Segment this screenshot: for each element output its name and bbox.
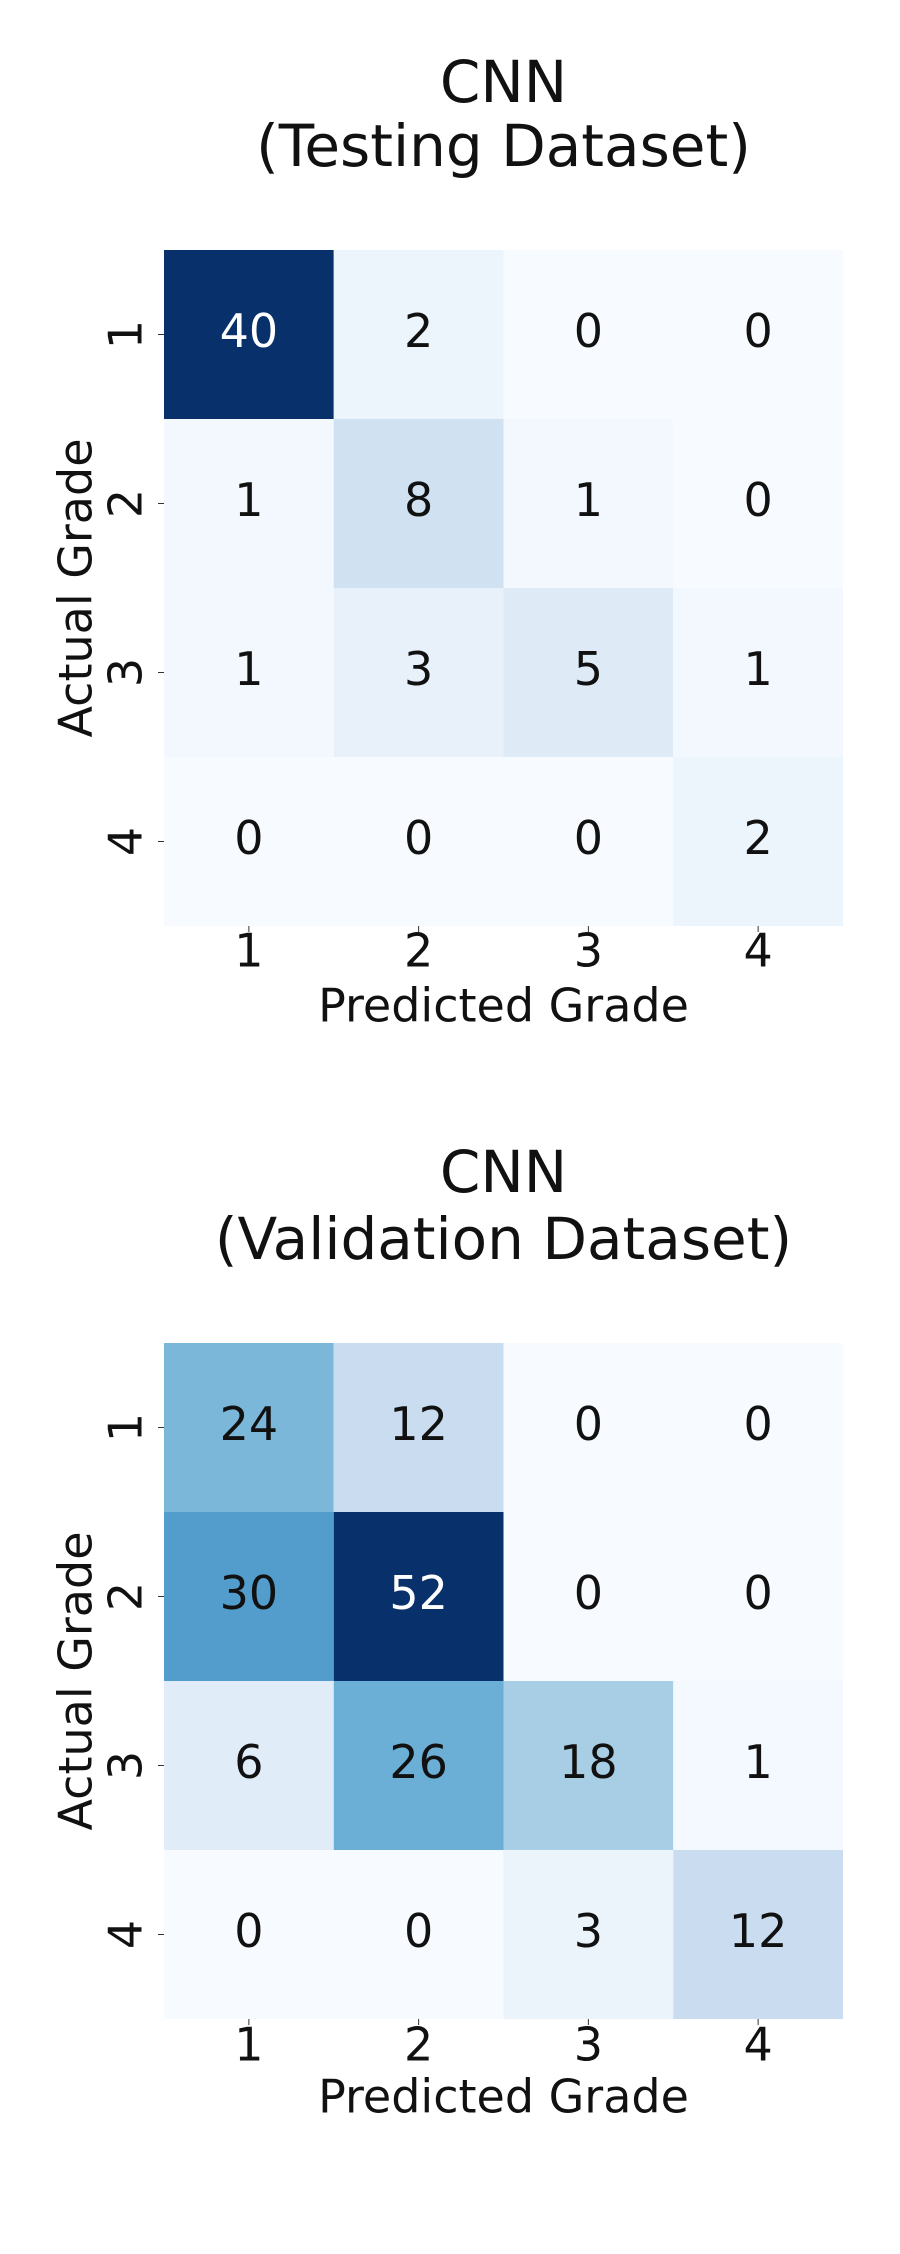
cell-label: 0 — [574, 1566, 603, 1620]
cell-label: 0 — [743, 1397, 772, 1451]
heatmap-cell — [503, 250, 674, 419]
heatmap-cell — [503, 757, 674, 926]
heatmap-cell — [503, 1512, 674, 1681]
heatmap-cell — [673, 588, 843, 757]
x-tick-label: 1 — [234, 2018, 263, 2072]
cell-label: 0 — [574, 1397, 603, 1451]
chart-title: CNN — [440, 48, 567, 116]
heatmap-cell — [333, 1343, 504, 1512]
heatmap-cell — [164, 1850, 334, 2019]
cell-label: 6 — [234, 1735, 263, 1789]
cell-label: 3 — [404, 642, 433, 696]
y-tick-label: 3 — [99, 658, 153, 687]
heatmap-cell — [333, 419, 504, 588]
cell-label: 0 — [404, 1904, 433, 1958]
cell-label: 1 — [234, 642, 263, 696]
cell-label: 0 — [743, 473, 772, 527]
chart-subtitle: (Testing Dataset) — [256, 112, 751, 180]
heatmap-cell — [164, 250, 334, 419]
x-tick-label: 3 — [574, 924, 603, 978]
cell-label: 1 — [234, 473, 263, 527]
heatmap: CNN(Validation Dataset)24 12 0 030 52 0 06 26 18… — [49, 1138, 843, 2124]
y-tick-label: 2 — [99, 489, 153, 518]
cell-label: 1 — [743, 642, 772, 696]
heatmap: CNN(Testing Dataset)40 2 0 01 8 1 01 3 5 10 0 0 21 2 3… — [49, 48, 843, 1033]
x-axis-label: Predicted Grade — [318, 979, 689, 1033]
heatmap-cell — [673, 1850, 843, 2019]
cell-label: 12 — [389, 1397, 448, 1451]
y-tick-label: 1 — [99, 1413, 153, 1442]
y-tick-label: 4 — [99, 1920, 153, 1949]
heatmap-cell — [164, 419, 334, 588]
heatmap-cell — [333, 588, 504, 757]
y-tick-label: 4 — [99, 827, 153, 856]
cell-label: 12 — [729, 1904, 788, 1958]
cell-label: 0 — [574, 811, 603, 865]
cell-label: 24 — [220, 1397, 279, 1451]
heatmap-cell — [164, 588, 334, 757]
heatmap-cell — [673, 250, 843, 419]
heatmap-cell — [503, 1681, 674, 1850]
heatmap-cell — [333, 1850, 504, 2019]
cell-label: 1 — [574, 473, 603, 527]
chart-title: CNN — [440, 1138, 567, 1206]
x-tick-label: 1 — [234, 924, 263, 978]
x-tick-label: 4 — [743, 924, 772, 978]
heatmap-cell — [673, 1343, 843, 1512]
heatmap-cell — [333, 250, 504, 419]
cell-label: 30 — [220, 1566, 279, 1620]
cell-label: 2 — [743, 811, 772, 865]
heatmap-cell — [503, 588, 674, 757]
y-axis-label: Actual Grade — [49, 1532, 103, 1831]
cell-label: 0 — [574, 304, 603, 358]
x-tick-label: 3 — [574, 2018, 603, 2072]
x-axis-label: Predicted Grade — [318, 2070, 689, 2124]
heatmap-cell — [673, 419, 843, 588]
cell-label: 2 — [404, 304, 433, 358]
heatmap-cell — [333, 1681, 504, 1850]
heatmap-cell — [673, 1512, 843, 1681]
heatmap-cell — [164, 1512, 334, 1681]
chart-subtitle: (Validation Dataset) — [215, 1205, 792, 1273]
x-tick-label: 4 — [743, 2018, 772, 2072]
cell-label: 0 — [743, 304, 772, 358]
heatmap-cell — [333, 757, 504, 926]
heatmap-cell — [164, 757, 334, 926]
heatmap-cell — [503, 1343, 674, 1512]
heatmap-cell — [503, 419, 674, 588]
cell-label: 40 — [220, 304, 279, 358]
y-axis-label: Actual Grade — [49, 439, 103, 738]
cell-label: 0 — [404, 811, 433, 865]
cell-label: 8 — [404, 473, 433, 527]
cell-label: 52 — [389, 1566, 448, 1620]
heatmap-cell — [164, 1681, 334, 1850]
cell-label: 1 — [743, 1735, 772, 1789]
heatmap-cell — [503, 1850, 674, 2019]
y-tick-label: 3 — [99, 1751, 153, 1780]
cell-label: 0 — [743, 1566, 772, 1620]
heatmap-cell — [333, 1512, 504, 1681]
cell-label: 5 — [574, 642, 603, 696]
cell-label: 26 — [389, 1735, 448, 1789]
cell-label: 18 — [559, 1735, 618, 1789]
heatmap-cell — [673, 1681, 843, 1850]
cell-label: 0 — [234, 1904, 263, 1958]
y-tick-label: 2 — [99, 1582, 153, 1611]
x-tick-label: 2 — [404, 2018, 433, 2072]
heatmap-cell — [673, 757, 843, 926]
cell-label: 0 — [234, 811, 263, 865]
cell-label: 3 — [574, 1904, 603, 1958]
x-tick-label: 2 — [404, 924, 433, 978]
heatmap-cell — [164, 1343, 334, 1512]
y-tick-label: 1 — [99, 320, 153, 349]
